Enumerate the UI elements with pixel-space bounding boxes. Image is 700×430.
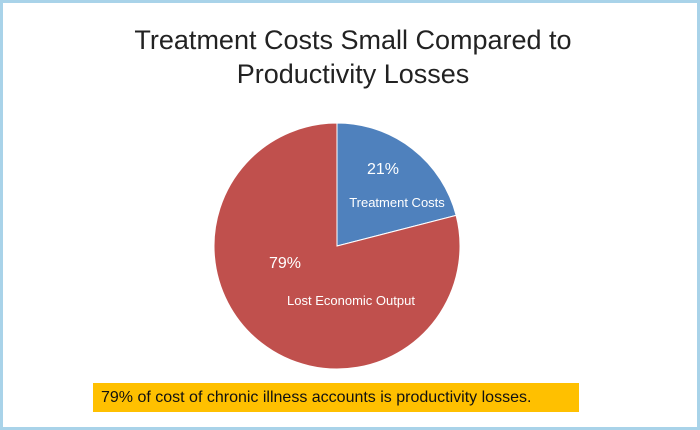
slide-title-line-1: Treatment Costs Small Compared to bbox=[134, 25, 572, 55]
pie-chart: 21% Treatment Costs 79% Lost Economic Outpu… bbox=[213, 122, 461, 370]
slide-title-line-2: Productivity Losses bbox=[236, 59, 470, 89]
slide-title: Treatment Costs Small Compared to Produc… bbox=[3, 23, 700, 91]
callout-box: 79% of cost of chronic illness accounts … bbox=[93, 383, 579, 412]
slice-value-label-lost-economic-output: 79% bbox=[269, 255, 301, 272]
slice-category-label-treatment-costs: Treatment Costs bbox=[349, 195, 445, 210]
pie-slice-treatment-costs bbox=[336, 122, 457, 247]
slice-value-label-treatment-costs: 21% bbox=[367, 161, 399, 178]
pie-slice-lost-economic-output bbox=[213, 122, 461, 370]
slice-category-label-lost-economic-output: Lost Economic Output bbox=[287, 293, 415, 308]
